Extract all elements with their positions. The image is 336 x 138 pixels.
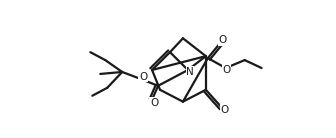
- Text: O: O: [219, 35, 227, 45]
- Text: O: O: [221, 105, 229, 115]
- Text: O: O: [223, 65, 231, 75]
- Text: O: O: [139, 72, 147, 82]
- Text: N: N: [186, 67, 194, 77]
- Text: O: O: [150, 98, 158, 108]
